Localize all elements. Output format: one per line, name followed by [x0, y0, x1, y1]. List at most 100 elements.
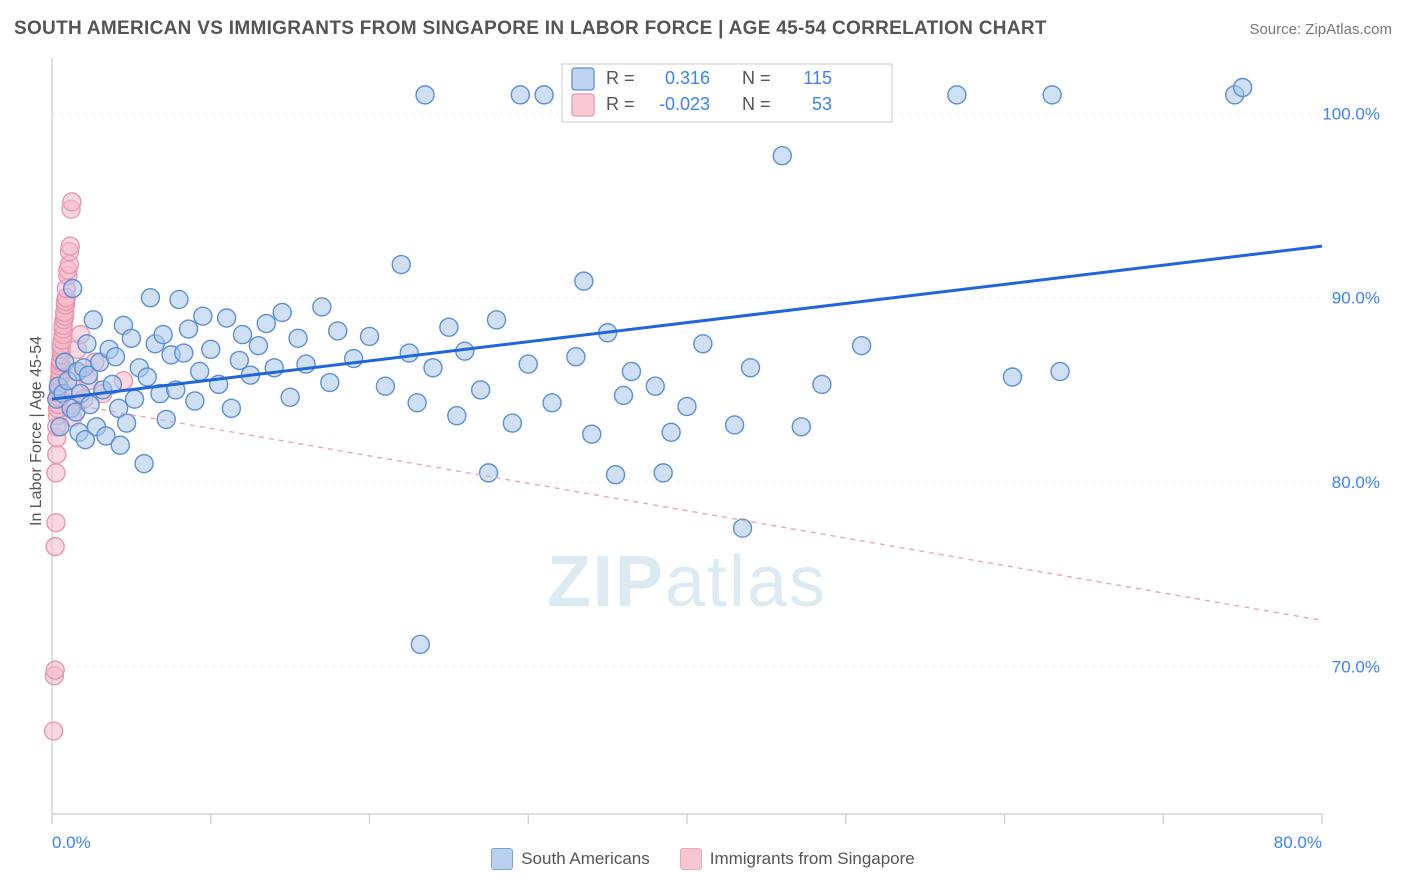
data-point	[48, 445, 66, 463]
data-point	[583, 425, 601, 443]
data-point	[222, 399, 240, 417]
data-point	[230, 351, 248, 369]
data-point	[519, 355, 537, 373]
legend-label: South Americans	[521, 849, 650, 869]
stat-r-label: R =	[606, 68, 635, 88]
data-point	[480, 464, 498, 482]
data-point	[535, 86, 553, 104]
stat-n-label: N =	[742, 68, 771, 88]
legend-label: Immigrants from Singapore	[710, 849, 915, 869]
y-tick-label: 80.0%	[1332, 473, 1380, 492]
data-point	[742, 359, 760, 377]
chart-area: In Labor Force | Age 45-54 70.0%80.0%90.…	[14, 54, 1392, 870]
y-axis-label: In Labor Force | Age 45-54	[28, 336, 46, 526]
data-point	[180, 320, 198, 338]
legend-swatch-icon	[491, 848, 513, 870]
data-point	[694, 335, 712, 353]
y-tick-label: 100.0%	[1322, 104, 1380, 123]
data-point	[47, 464, 65, 482]
data-point	[1234, 79, 1252, 97]
data-point	[78, 335, 96, 353]
data-point	[281, 388, 299, 406]
data-point	[111, 436, 129, 454]
data-point	[194, 307, 212, 325]
data-point	[543, 394, 561, 412]
data-point	[191, 362, 209, 380]
data-point	[313, 298, 331, 316]
legend-item-immigrants-singapore: Immigrants from Singapore	[680, 848, 915, 870]
data-point	[138, 368, 156, 386]
data-point	[662, 423, 680, 441]
data-point	[186, 392, 204, 410]
stat-r-value: 0.316	[665, 68, 710, 88]
data-point	[63, 193, 81, 211]
data-point	[175, 344, 193, 362]
scatter-chart: 70.0%80.0%90.0%100.0%0.0%80.0%ZIPatlasR …	[14, 54, 1392, 870]
stat-r-label: R =	[606, 94, 635, 114]
data-point	[488, 311, 506, 329]
stat-swatch-icon	[572, 68, 594, 90]
data-point	[249, 337, 267, 355]
data-point	[170, 291, 188, 309]
data-point	[329, 322, 347, 340]
data-point	[64, 279, 82, 297]
data-point	[392, 256, 410, 274]
data-point	[126, 390, 144, 408]
data-point	[622, 362, 640, 380]
data-point	[503, 414, 521, 432]
data-point	[853, 337, 871, 355]
data-point	[448, 407, 466, 425]
data-point	[218, 309, 236, 327]
data-point	[678, 397, 696, 415]
data-point	[361, 327, 379, 345]
stat-r-value: -0.023	[659, 94, 710, 114]
stat-swatch-icon	[572, 94, 594, 116]
stat-n-label: N =	[742, 94, 771, 114]
data-point	[813, 375, 831, 393]
data-point	[157, 410, 175, 428]
data-point	[257, 315, 275, 333]
data-point	[416, 86, 434, 104]
data-point	[615, 386, 633, 404]
data-point	[107, 348, 125, 366]
data-point	[61, 237, 79, 255]
data-point	[321, 374, 339, 392]
data-point	[234, 326, 252, 344]
data-point	[47, 514, 65, 532]
legend-swatch-icon	[680, 848, 702, 870]
data-point	[45, 722, 63, 740]
data-point	[424, 359, 442, 377]
data-point	[948, 86, 966, 104]
data-point	[440, 318, 458, 336]
header: SOUTH AMERICAN VS IMMIGRANTS FROM SINGAP…	[14, 18, 1392, 46]
data-point	[202, 340, 220, 358]
data-point	[575, 272, 593, 290]
data-point	[154, 326, 172, 344]
data-point	[411, 635, 429, 653]
data-point	[122, 329, 140, 347]
data-point	[81, 396, 99, 414]
chart-frame: SOUTH AMERICAN VS IMMIGRANTS FROM SINGAP…	[0, 0, 1406, 892]
data-point	[84, 311, 102, 329]
data-point	[511, 86, 529, 104]
stat-box: R = 0.316 N = 115 R = -0.023 N = 53	[562, 64, 892, 122]
data-point	[773, 147, 791, 165]
data-point	[567, 348, 585, 366]
data-point	[734, 519, 752, 537]
data-point	[135, 455, 153, 473]
data-point	[141, 289, 159, 307]
data-point	[1051, 362, 1069, 380]
data-point	[654, 464, 672, 482]
stat-n-value: 115	[803, 68, 832, 88]
chart-title: SOUTH AMERICAN VS IMMIGRANTS FROM SINGAP…	[14, 18, 1047, 40]
data-point	[408, 394, 426, 412]
data-point	[400, 344, 418, 362]
legend-item-south-americans: South Americans	[491, 848, 650, 870]
y-tick-label: 70.0%	[1332, 657, 1380, 676]
chart-source: Source: ZipAtlas.com	[1249, 21, 1392, 38]
legend-bottom: South Americans Immigrants from Singapor…	[14, 848, 1392, 870]
data-point	[46, 661, 64, 679]
data-point	[118, 414, 136, 432]
data-point	[1043, 86, 1061, 104]
stat-n-value: 53	[812, 94, 832, 114]
